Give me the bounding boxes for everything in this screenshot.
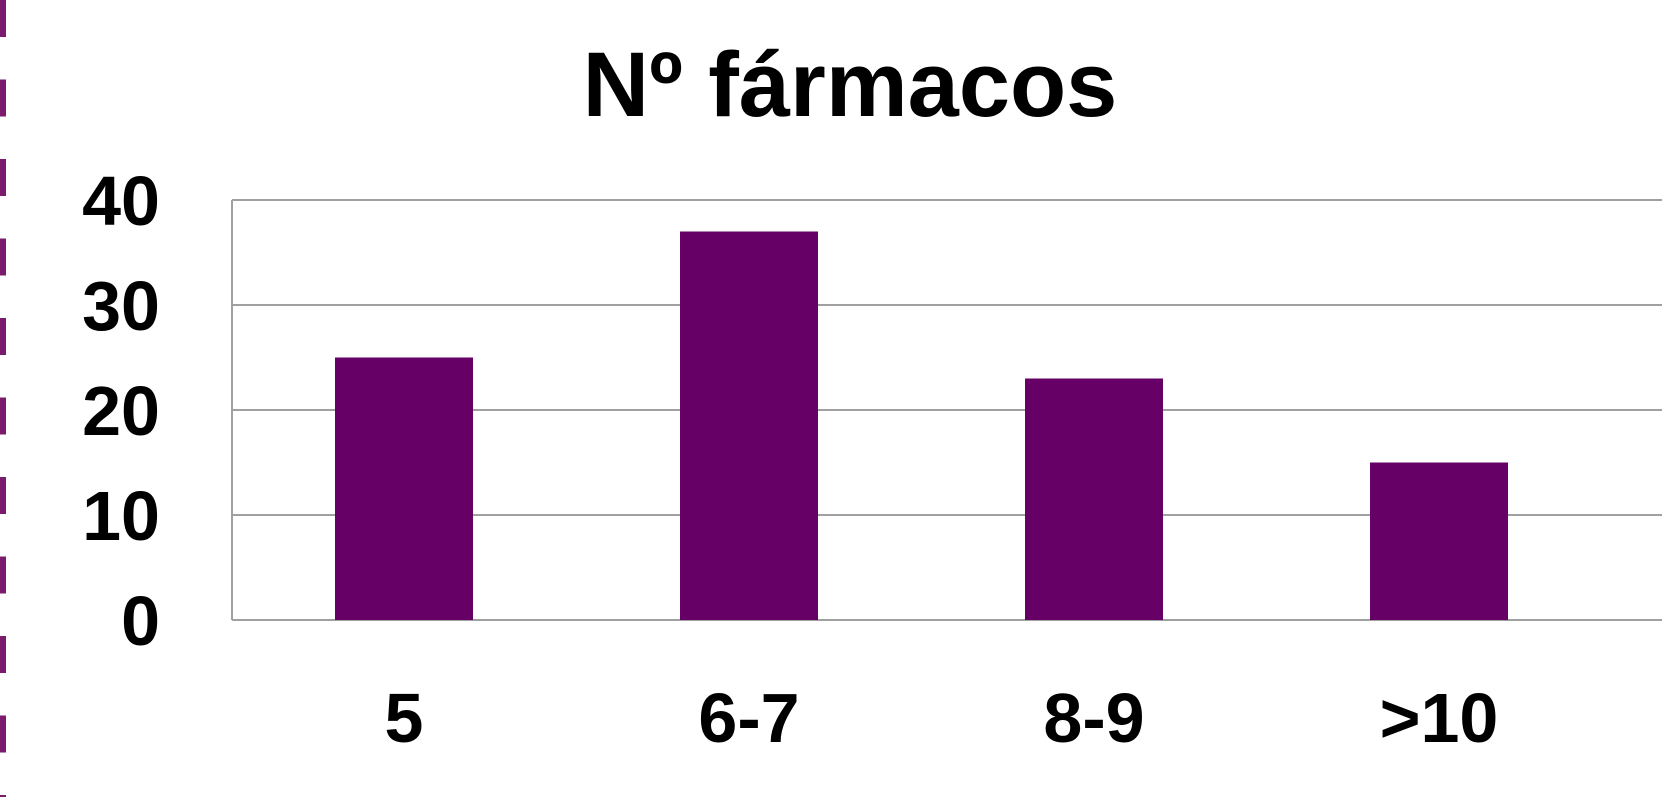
border-dash-segment — [0, 318, 6, 355]
border-dash-segment — [0, 238, 6, 276]
border-dash-segment — [0, 795, 6, 797]
y-axis-tick-labels: 0 10 20 30 40 — [82, 162, 160, 660]
border-dash-segment — [0, 477, 6, 514]
border-dash-segment — [0, 556, 6, 594]
bar-6-7 — [680, 231, 818, 620]
x-tick-label: 8-9 — [1043, 679, 1144, 757]
y-tick-label: 30 — [82, 267, 160, 345]
border-dash-segment — [0, 397, 6, 435]
x-tick-label: >10 — [1380, 679, 1499, 757]
decorative-dashed-border — [0, 0, 6, 797]
chart-title: Nº fármacos — [583, 34, 1118, 136]
border-dash-segment — [0, 159, 6, 196]
border-dash-segment — [0, 79, 6, 117]
x-tick-label: 5 — [385, 679, 424, 757]
y-tick-label: 0 — [121, 582, 160, 660]
bar-10 — [1370, 462, 1508, 620]
bars — [335, 231, 1508, 620]
border-dash-segment — [0, 636, 6, 673]
bar-8-9 — [1025, 378, 1163, 620]
y-tick-label: 10 — [82, 477, 160, 555]
y-tick-label: 20 — [82, 372, 160, 450]
bar-5 — [335, 357, 473, 620]
border-dash-segment — [0, 715, 6, 753]
border-dash-segment — [0, 0, 6, 37]
y-tick-label: 40 — [82, 162, 160, 240]
x-tick-label: 6-7 — [698, 679, 799, 757]
x-axis-tick-labels: 5 6-7 8-9 >10 — [385, 679, 1499, 757]
